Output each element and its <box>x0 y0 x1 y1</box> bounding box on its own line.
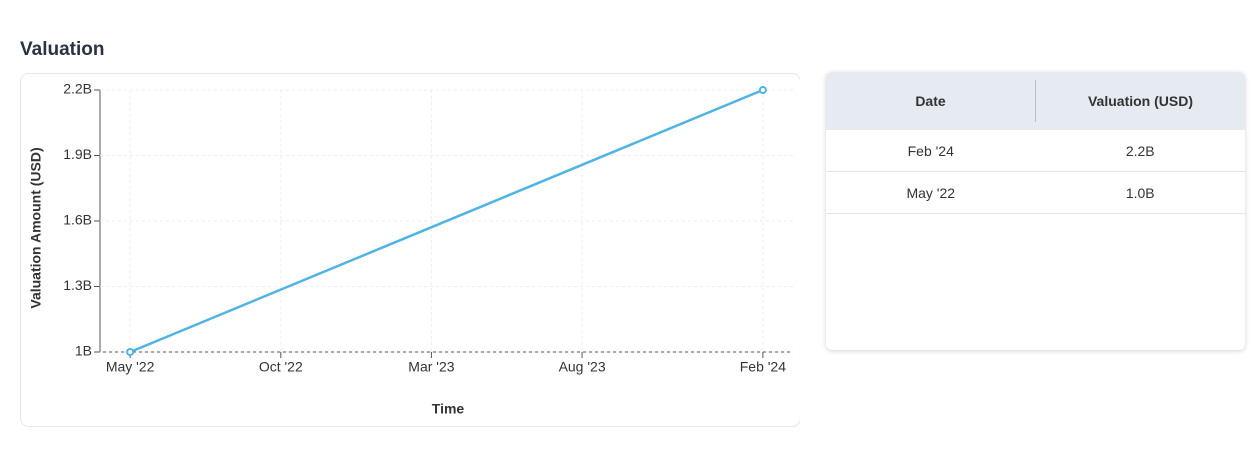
chart-card <box>20 73 800 427</box>
section-title: Valuation <box>20 39 104 60</box>
chart: Valuation Time Valuation Amount (USD) 1B… <box>20 39 800 427</box>
table-cell: May '22 <box>906 184 956 201</box>
x-axis-label: Time <box>432 401 465 417</box>
y-tick-label: 1.3B <box>63 277 92 293</box>
x-tick-label: Mar '23 <box>408 359 454 375</box>
point <box>758 86 767 94</box>
y-tick-label: 1B <box>75 343 92 359</box>
table-header: Date Valuation (USD) <box>826 72 1245 130</box>
x-tick-label: Feb '24 <box>740 359 786 375</box>
table-card: Date Valuation (USD) Feb '24 2.2B May '22 1… <box>826 72 1245 350</box>
point <box>126 348 135 356</box>
table-cell: 2.2B <box>1125 142 1155 159</box>
y-tick-label: 1.6B <box>63 212 92 228</box>
table-cell: Feb '24 <box>907 142 954 159</box>
y-axis-label: Valuation Amount (USD) <box>28 147 44 308</box>
table-row: May '22 1.0B <box>826 172 1245 214</box>
table-cell: 1.0B <box>1125 184 1155 201</box>
x-tick-label: May '22 <box>106 359 155 375</box>
y-tick-label: 1.9B <box>63 146 92 162</box>
line <box>129 88 764 354</box>
y-tick-label: 2.2B <box>63 81 92 97</box>
table-row: Feb '24 2.2B <box>826 130 1245 172</box>
column-header[interactable]: Date <box>826 80 1036 122</box>
x-tick-label: Oct '22 <box>259 359 303 375</box>
x-tick-label: Aug '23 <box>559 359 606 375</box>
table-body: Feb '24 2.2B May '22 1.0B <box>826 130 1245 214</box>
column-header[interactable]: Valuation (USD) <box>1087 93 1193 109</box>
